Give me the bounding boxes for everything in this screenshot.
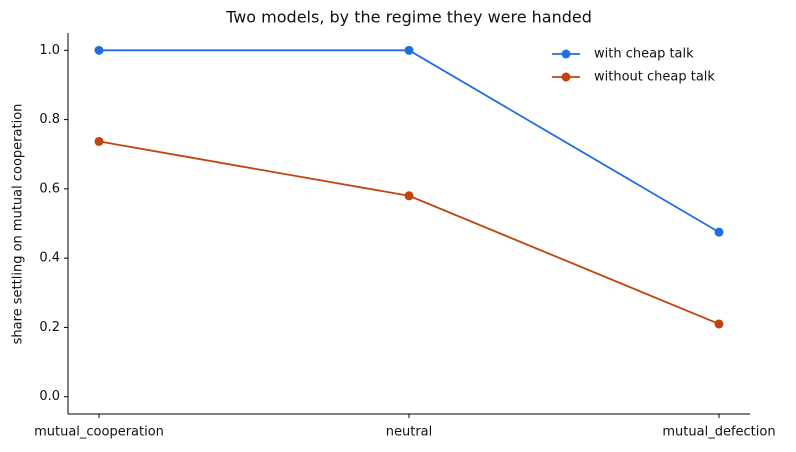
- legend-marker: [561, 49, 571, 59]
- x-tick-label: mutual_cooperation: [34, 425, 164, 440]
- point: [94, 136, 104, 146]
- y-tick-label: 1.0: [39, 43, 60, 58]
- point: [714, 319, 724, 329]
- point: [404, 45, 414, 55]
- x-tick-label: neutral: [386, 425, 433, 440]
- point: [714, 227, 724, 237]
- y-tick-label: 0.4: [39, 251, 60, 266]
- legend-label: with cheap talk: [594, 47, 694, 62]
- y-tick-label: 0.8: [39, 112, 60, 127]
- point: [404, 191, 414, 201]
- legend-marker: [561, 72, 571, 82]
- point: [94, 45, 104, 55]
- series-line: [98, 140, 720, 325]
- y-tick-label: 0.0: [39, 389, 60, 404]
- y-tick-label: 0.6: [39, 181, 60, 196]
- y-axis-label: share settling on mutual cooperation: [11, 104, 26, 345]
- x-tick-label: mutual_defection: [662, 425, 775, 440]
- y-tick-label: 0.2: [39, 320, 60, 335]
- legend-label: without cheap talk: [594, 70, 715, 85]
- chart-title: Two models, by the regime they were hand…: [225, 8, 592, 27]
